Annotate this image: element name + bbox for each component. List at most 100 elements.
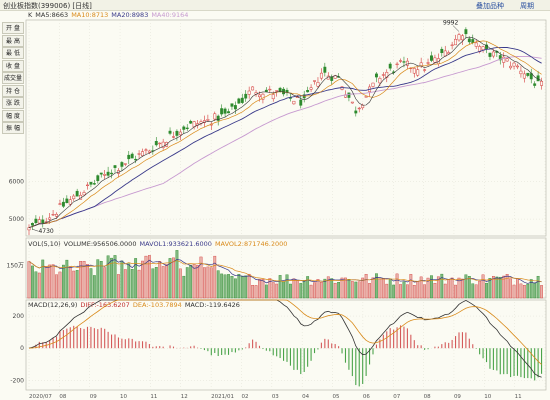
volume-y-tick: 150万 xyxy=(7,263,24,270)
price-legend-item-1: MA5:8663 xyxy=(35,11,69,19)
volume-bar-144 xyxy=(522,285,526,299)
volume-bar-101 xyxy=(375,273,378,299)
volume-legend-item-0: VOL(5,10) xyxy=(28,240,61,248)
volume-bar-6 xyxy=(48,264,52,299)
volume-bar-8 xyxy=(55,274,58,299)
volume-legend-item-3: MAVOL2:871746.2000 xyxy=(214,240,288,248)
info-button-8[interactable]: 振 幅 xyxy=(2,122,24,134)
volume-bar-123 xyxy=(450,277,454,299)
x-tick-label-14: 09 xyxy=(454,394,461,400)
info-button-3[interactable]: 收 盘 xyxy=(2,59,24,72)
candle-body-118 xyxy=(433,57,437,63)
candle-body-121 xyxy=(443,50,447,57)
candle-body-37 xyxy=(154,140,158,146)
candle-body-70 xyxy=(268,88,272,91)
price-legend-item-4: MA40:9164 xyxy=(151,11,189,19)
x-tick-label-9: 04 xyxy=(302,394,309,400)
macd-y-tick-1: 0 xyxy=(20,345,24,352)
macd-legend: MACD(12,26,9) DIFF:-163.6207 DEA:-103.7894… xyxy=(28,301,243,310)
candle-body-67 xyxy=(258,94,261,98)
volume-bar-51 xyxy=(203,267,206,299)
info-button-5[interactable]: 持 仓 xyxy=(2,84,24,97)
volume-bar-86 xyxy=(323,278,327,299)
volume-bar-5 xyxy=(44,266,48,299)
x-tick-label-1: 08 xyxy=(59,394,66,400)
candle-body-126 xyxy=(460,35,464,41)
volume-bar-121 xyxy=(443,283,447,299)
volume-bar-87 xyxy=(326,276,330,299)
volume-bar-115 xyxy=(423,284,427,299)
candle-body-27 xyxy=(120,162,124,167)
volume-bar-36 xyxy=(151,268,155,299)
candle-body-141 xyxy=(512,62,516,67)
candle-body-38 xyxy=(158,142,162,145)
price-legend: K MA5:8663 MA10:8713 MA20:8983 MA40:9164 xyxy=(28,11,191,20)
volume-bar-26 xyxy=(117,274,120,299)
volume-bar-52 xyxy=(206,266,210,299)
volume-bar-57 xyxy=(223,274,227,299)
price-y-tick-0: 5000 xyxy=(9,216,24,223)
volume-bar-2 xyxy=(34,271,38,299)
candle-body-59 xyxy=(230,103,234,107)
candle-body-47 xyxy=(189,120,193,124)
volume-bar-45 xyxy=(182,275,186,299)
volume-bar-79 xyxy=(299,283,303,299)
volume-bar-111 xyxy=(409,274,413,299)
info-button-0[interactable]: 开 盘 xyxy=(2,22,24,34)
overlay-link[interactable]: 叠加品种 xyxy=(476,2,504,10)
candle-body-57 xyxy=(223,108,227,114)
volume-bar-73 xyxy=(278,275,282,299)
candle-body-7 xyxy=(51,213,55,216)
macd-legend-item-0: MACD(12,26,9) xyxy=(28,301,78,309)
volume-bar-94 xyxy=(350,281,354,299)
volume-bar-116 xyxy=(426,277,430,299)
candle-body-42 xyxy=(172,136,175,138)
volume-bar-44 xyxy=(178,268,182,299)
candle-body-43 xyxy=(175,130,179,136)
candle-body-61 xyxy=(237,98,241,104)
candle-body-123 xyxy=(450,44,454,46)
volume-bar-60 xyxy=(233,278,237,299)
candle-body-3 xyxy=(37,219,41,224)
volume-bar-108 xyxy=(399,284,402,299)
candle-body-21 xyxy=(99,172,103,175)
volume-bar-134 xyxy=(488,278,492,299)
volume-bar-130 xyxy=(474,284,478,299)
candle-body-139 xyxy=(505,58,509,62)
candle-body-10 xyxy=(61,201,65,207)
candle-body-22 xyxy=(103,174,107,176)
ma5-line xyxy=(28,36,542,228)
candle-body-97 xyxy=(361,104,365,109)
volume-bar-76 xyxy=(289,283,292,299)
candle-body-127 xyxy=(464,29,468,35)
candle-body-98 xyxy=(364,96,368,98)
x-tick-label-12: 07 xyxy=(393,394,400,400)
candle-body-110 xyxy=(405,60,409,66)
candle-body-145 xyxy=(526,72,530,76)
candle-body-128 xyxy=(467,38,471,43)
period-link[interactable]: 周期 xyxy=(520,2,534,10)
candle-body-113 xyxy=(416,69,420,76)
info-button-7[interactable]: 幅 度 xyxy=(2,109,24,122)
volume-bar-71 xyxy=(271,282,275,299)
x-tick-label-8: 03 xyxy=(272,394,279,400)
info-button-4[interactable]: 成交量 xyxy=(2,72,24,84)
info-button-6[interactable]: 涨 跌 xyxy=(2,97,24,109)
candle-body-124 xyxy=(454,39,458,46)
candle-body-102 xyxy=(378,78,382,84)
volume-bar-75 xyxy=(285,274,289,299)
candle-body-52 xyxy=(206,119,210,121)
candle-body-85 xyxy=(319,72,323,79)
candle-body-94 xyxy=(350,101,354,104)
candle-body-29 xyxy=(127,154,131,160)
volume-bar-143 xyxy=(519,283,523,299)
candle-body-18 xyxy=(89,181,93,185)
volume-bar-102 xyxy=(378,278,382,299)
info-button-1[interactable]: 最 高 xyxy=(2,34,24,47)
candle-body-16 xyxy=(82,192,86,196)
info-button-2[interactable]: 最 低 xyxy=(2,47,24,59)
dea-line xyxy=(28,299,542,365)
volume-bar-38 xyxy=(158,261,162,299)
candle-body-115 xyxy=(423,69,427,71)
macd-legend-item-1: DIFF:-163.6207 xyxy=(80,301,130,309)
